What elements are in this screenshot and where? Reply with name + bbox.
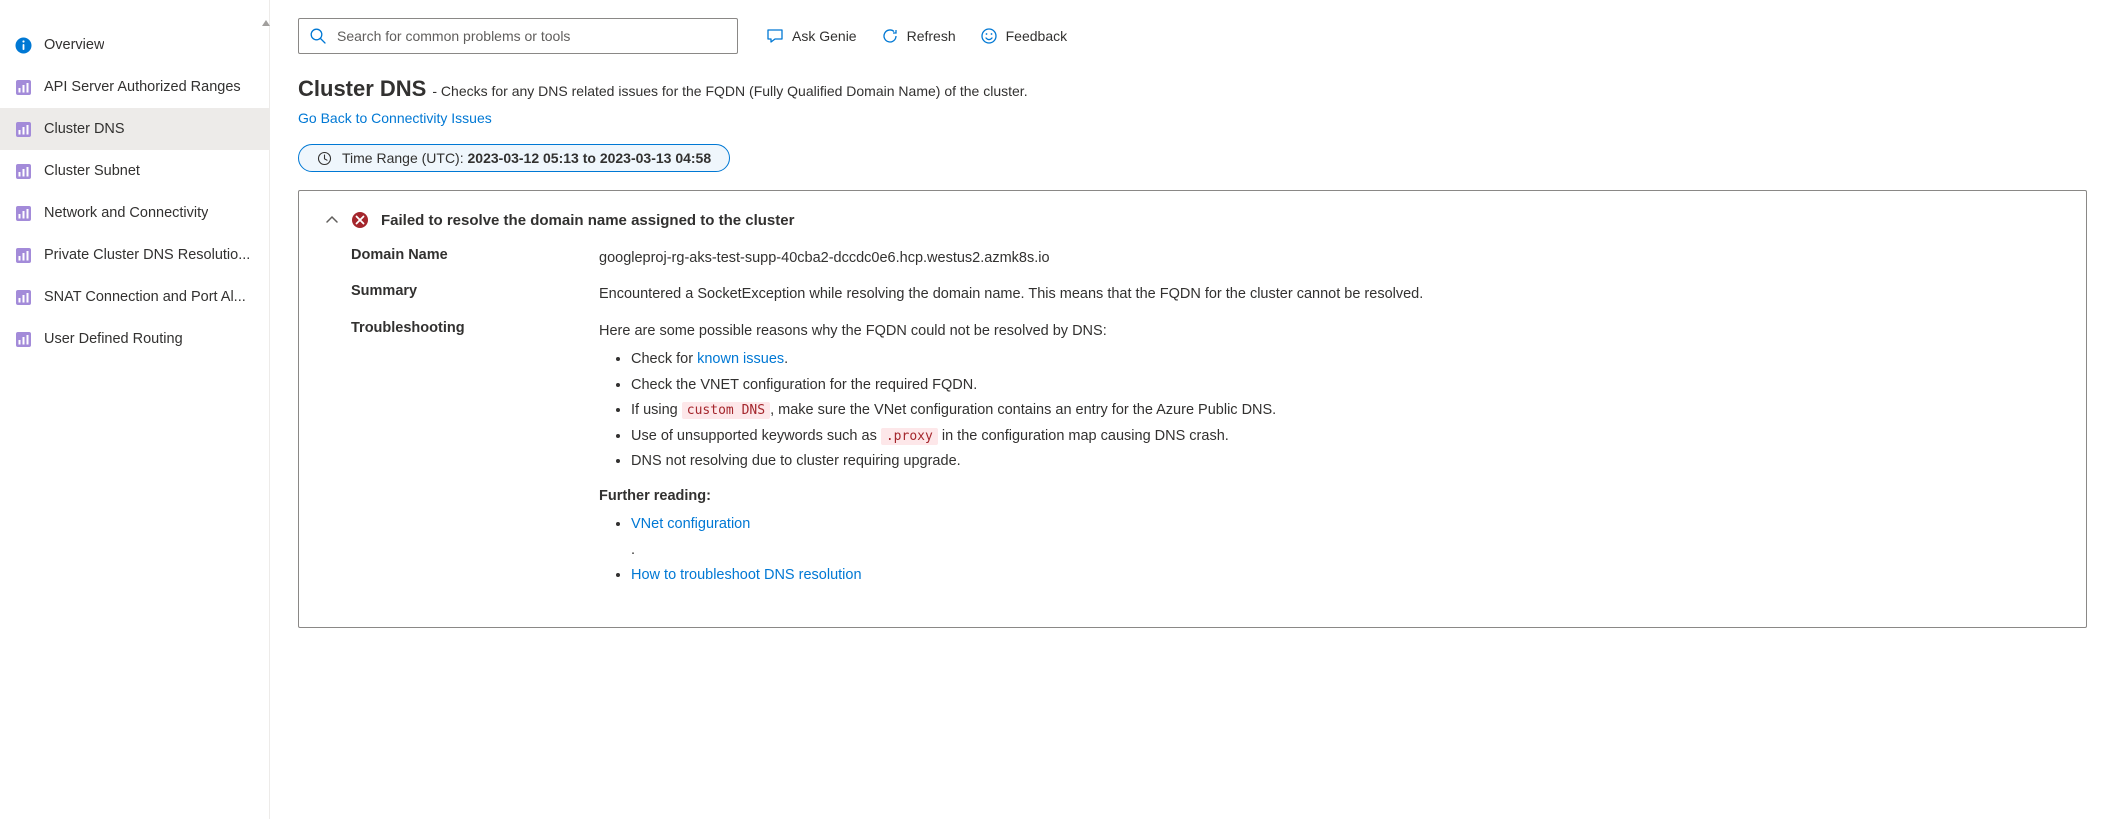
sidebar-item-label: API Server Authorized Ranges bbox=[44, 79, 241, 95]
sidebar-item-label: User Defined Routing bbox=[44, 331, 183, 347]
text: Check for bbox=[631, 351, 697, 367]
ask-genie-label: Ask Genie bbox=[792, 28, 857, 44]
ask-genie-button[interactable]: Ask Genie bbox=[766, 27, 857, 45]
text: Use of unsupported keywords such as bbox=[631, 428, 881, 444]
sidebar-collapse-icon[interactable] bbox=[261, 18, 271, 28]
chart-icon bbox=[14, 330, 32, 348]
sidebar-item-api-server-authorized-ranges[interactable]: API Server Authorized Ranges bbox=[0, 66, 269, 108]
refresh-button[interactable]: Refresh bbox=[881, 27, 956, 45]
known-issues-link[interactable]: known issues bbox=[697, 351, 784, 367]
chart-icon bbox=[14, 288, 32, 306]
summary-value: Encountered a SocketException while reso… bbox=[599, 283, 2060, 305]
back-link[interactable]: Go Back to Connectivity Issues bbox=[298, 110, 492, 126]
summary-label: Summary bbox=[351, 283, 591, 305]
search-box[interactable] bbox=[298, 18, 738, 54]
time-range-pill[interactable]: Time Range (UTC): 2023-03-12 05:13 to 20… bbox=[298, 144, 730, 172]
sidebar-item-snat-connection-and-port-al[interactable]: SNAT Connection and Port Al... bbox=[0, 276, 269, 318]
sidebar-item-network-and-connectivity[interactable]: Network and Connectivity bbox=[0, 192, 269, 234]
further-reading-heading: Further reading: bbox=[599, 485, 2060, 507]
sidebar-item-label: Cluster Subnet bbox=[44, 163, 140, 179]
troubleshooting-intro: Here are some possible reasons why the F… bbox=[599, 320, 2060, 342]
sidebar-item-label: Cluster DNS bbox=[44, 121, 125, 137]
page-heading: Cluster DNS - Checks for any DNS related… bbox=[298, 76, 2087, 102]
code-proxy: .proxy bbox=[881, 428, 938, 445]
sidebar-item-label: Network and Connectivity bbox=[44, 205, 208, 221]
chart-icon bbox=[14, 204, 32, 222]
chart-icon bbox=[14, 120, 32, 138]
sidebar-item-cluster-dns[interactable]: Cluster DNS bbox=[0, 108, 269, 150]
sidebar-item-private-cluster-dns-resolutio[interactable]: Private Cluster DNS Resolutio... bbox=[0, 234, 269, 276]
sidebar: Overview API Server Authorized Ranges Clus… bbox=[0, 0, 270, 819]
panel-header[interactable]: Failed to resolve the domain name assign… bbox=[325, 211, 2060, 229]
chat-icon bbox=[766, 27, 784, 45]
clock-icon bbox=[317, 151, 332, 166]
chevron-up-icon bbox=[325, 213, 339, 227]
info-icon bbox=[14, 36, 32, 54]
page-subtitle: Checks for any DNS related issues for th… bbox=[441, 83, 1028, 99]
text: in the configuration map causing DNS cra… bbox=[938, 428, 1229, 444]
further-reading-item: How to troubleshoot DNS resolution bbox=[631, 564, 2060, 586]
text: . bbox=[784, 351, 788, 367]
time-range-value: 2023-03-12 05:13 to 2023-03-13 04:58 bbox=[468, 150, 712, 166]
search-input[interactable] bbox=[337, 28, 727, 44]
troubleshooting-bullet: Check the VNET configuration for the req… bbox=[631, 374, 2060, 396]
sidebar-item-label: Overview bbox=[44, 37, 104, 53]
domain-name-value: googleproj-rg-aks-test-supp-40cba2-dccdc… bbox=[599, 247, 2060, 269]
panel-title: Failed to resolve the domain name assign… bbox=[381, 212, 794, 229]
sidebar-item-cluster-subnet[interactable]: Cluster Subnet bbox=[0, 150, 269, 192]
text: If using bbox=[631, 402, 682, 418]
error-icon bbox=[351, 211, 369, 229]
troubleshooting-bullet: If using custom DNS, make sure the VNet … bbox=[631, 399, 2060, 421]
sidebar-item-user-defined-routing[interactable]: User Defined Routing bbox=[0, 318, 269, 360]
feedback-icon bbox=[980, 27, 998, 45]
chart-icon bbox=[14, 78, 32, 96]
troubleshooting-value: Here are some possible reasons why the F… bbox=[599, 320, 2060, 599]
troubleshooting-label: Troubleshooting bbox=[351, 320, 591, 599]
search-icon bbox=[309, 27, 327, 45]
time-range-prefix: Time Range (UTC): bbox=[342, 150, 468, 166]
text: , make sure the VNet configuration conta… bbox=[770, 402, 1276, 418]
chart-icon bbox=[14, 246, 32, 264]
code-custom-dns: custom DNS bbox=[682, 402, 770, 419]
chart-icon bbox=[14, 162, 32, 180]
diagnostic-panel: Failed to resolve the domain name assign… bbox=[298, 190, 2087, 628]
sidebar-item-label: SNAT Connection and Port Al... bbox=[44, 289, 246, 305]
further-reading-item: VNet configuration bbox=[631, 513, 2060, 535]
feedback-button[interactable]: Feedback bbox=[980, 27, 1067, 45]
troubleshooting-bullet: Check for known issues. bbox=[631, 348, 2060, 370]
troubleshoot-dns-link[interactable]: How to troubleshoot DNS resolution bbox=[631, 567, 862, 583]
topbar: Ask Genie Refresh bbox=[298, 18, 2087, 54]
domain-name-label: Domain Name bbox=[351, 247, 591, 269]
further-reading-separator: . bbox=[631, 539, 2060, 561]
page-title-separator: - bbox=[432, 83, 441, 99]
refresh-label: Refresh bbox=[907, 28, 956, 44]
feedback-label: Feedback bbox=[1006, 28, 1067, 44]
sidebar-item-overview[interactable]: Overview bbox=[0, 24, 269, 66]
main-content: Ask Genie Refresh bbox=[270, 0, 2115, 819]
sidebar-item-label: Private Cluster DNS Resolutio... bbox=[44, 247, 250, 263]
refresh-icon bbox=[881, 27, 899, 45]
troubleshooting-bullet: Use of unsupported keywords such as .pro… bbox=[631, 425, 2060, 447]
page-title: Cluster DNS bbox=[298, 76, 426, 102]
vnet-configuration-link[interactable]: VNet configuration bbox=[631, 516, 750, 532]
troubleshooting-bullet: DNS not resolving due to cluster requiri… bbox=[631, 450, 2060, 472]
